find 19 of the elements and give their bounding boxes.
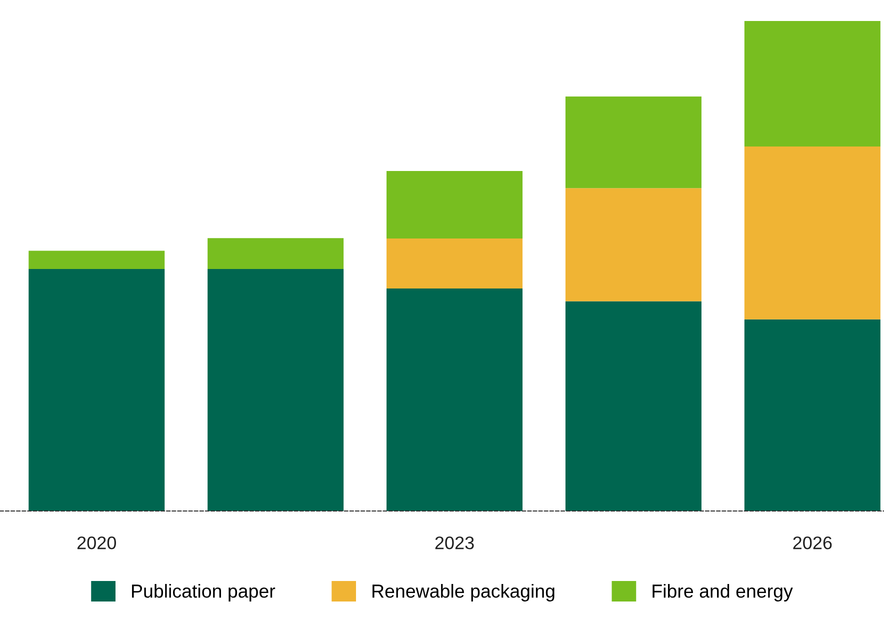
legend-label: Renewable packaging [372, 584, 554, 602]
bar [386, 288, 523, 511]
x-tick-label: 2026 [793, 536, 832, 550]
bar [208, 238, 344, 269]
bar [565, 188, 702, 302]
bar [744, 319, 880, 511]
bar [744, 146, 880, 320]
bar [565, 301, 702, 511]
bar [208, 268, 344, 511]
bar [744, 21, 880, 146]
bar [386, 170, 523, 239]
bar [28, 268, 165, 511]
legend-label: Fibre and energy [652, 584, 793, 602]
bar [386, 238, 523, 289]
bar [565, 96, 702, 188]
x-tick-label: 2020 [77, 536, 116, 550]
bar [28, 250, 165, 269]
legend-label: Publication paper [132, 584, 276, 602]
x-tick-label: 2023 [435, 536, 474, 550]
